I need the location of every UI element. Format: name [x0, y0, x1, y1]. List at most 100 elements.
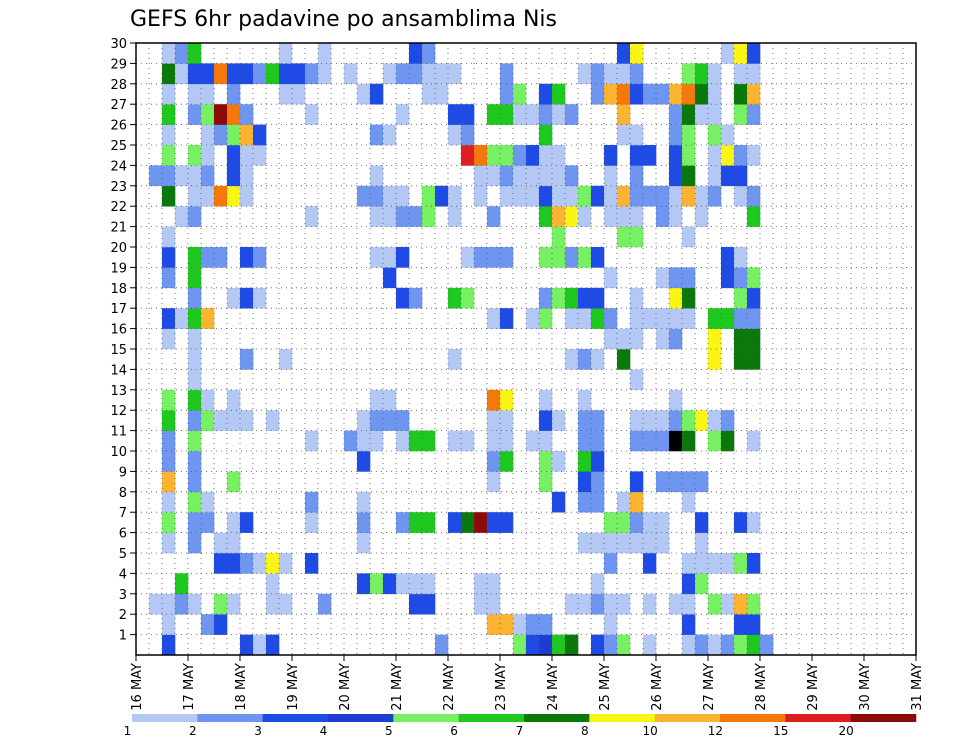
y-tick-label: 22	[110, 200, 127, 215]
heatmap-cell	[227, 532, 241, 554]
legend-swatch	[524, 714, 590, 722]
heatmap-cell	[617, 83, 631, 105]
y-tick-label: 7	[119, 506, 127, 521]
heatmap-cell	[734, 634, 748, 656]
heatmap-cell	[552, 226, 566, 248]
x-axis: 16 MAY 17 MAY 18 MAY 19 MAY 20 MAY 21 MAY 22 M…	[130, 655, 925, 711]
heatmap-cell	[240, 104, 254, 125]
heatmap-cell	[734, 63, 748, 85]
y-tick-label: 11	[110, 425, 127, 440]
legend-swatch	[720, 714, 786, 722]
heatmap-cell	[162, 593, 176, 615]
heatmap-cell	[448, 430, 462, 452]
heatmap-cell	[734, 308, 748, 329]
heatmap-cell	[383, 410, 397, 431]
heatmap-cell	[487, 247, 501, 268]
heatmap-cell	[279, 83, 293, 105]
heatmap-cell	[682, 410, 696, 431]
heatmap-cell	[240, 165, 254, 187]
heatmap-cell	[240, 349, 254, 370]
heatmap-cell	[188, 43, 202, 64]
x-tick-label: 29 MAY	[806, 663, 821, 711]
heatmap-cell	[162, 634, 176, 656]
heatmap-cell	[448, 512, 462, 533]
y-tick-label: 15	[110, 343, 127, 358]
heatmap-cell	[604, 267, 618, 289]
heatmap-cell	[760, 634, 774, 656]
y-tick-label: 28	[110, 78, 127, 93]
heatmap-cell	[357, 491, 371, 513]
heatmap-cell	[669, 471, 683, 493]
heatmap-cell	[487, 145, 501, 166]
heatmap-cell	[630, 532, 644, 554]
y-tick-label: 30	[110, 37, 127, 52]
y-tick-label: 26	[110, 119, 127, 134]
heatmap-cell	[669, 389, 683, 411]
heatmap-cell	[305, 430, 319, 452]
heatmap-cell	[487, 512, 501, 533]
heatmap-cell	[227, 165, 241, 187]
heatmap-cell	[318, 63, 332, 85]
heatmap-cell	[630, 471, 644, 493]
heatmap-cell	[591, 593, 605, 615]
heatmap-cell	[630, 226, 644, 248]
heatmap-cell	[188, 349, 202, 370]
heatmap-cell	[721, 247, 735, 268]
heatmap-cell	[500, 308, 514, 329]
heatmap-cell	[539, 308, 553, 329]
heatmap-cell	[175, 165, 189, 187]
heatmap-cell	[201, 185, 215, 207]
heatmap-cell	[591, 83, 605, 105]
heatmap-cell	[214, 553, 228, 574]
heatmap-cell	[539, 430, 553, 452]
heatmap-cell	[396, 573, 410, 595]
heatmap-cell	[578, 349, 592, 370]
heatmap-cell	[708, 634, 722, 656]
heatmap-cell	[227, 553, 241, 574]
heatmap-cell	[669, 593, 683, 615]
heatmap-cell	[305, 63, 319, 85]
heatmap-cell	[175, 573, 189, 595]
heatmap-cell	[682, 553, 696, 574]
heatmap-cell	[552, 145, 566, 166]
heatmap-cell	[357, 185, 371, 207]
heatmap-cell	[656, 206, 670, 227]
chart-title: GEFS 6hr padavine po ansamblima Nis	[130, 7, 557, 32]
heatmap-cell	[708, 185, 722, 207]
heatmap-cell	[682, 614, 696, 635]
heatmap-cell	[227, 124, 241, 146]
heatmap-cell	[201, 389, 215, 411]
heatmap-cell	[188, 512, 202, 533]
heatmap-cell	[695, 206, 709, 227]
heatmap-cell	[162, 145, 176, 166]
heatmap-cell	[461, 145, 475, 166]
heatmap-cell	[422, 512, 436, 533]
y-tick-label: 23	[110, 180, 127, 195]
heatmap-cell	[643, 512, 657, 533]
heatmap-cell	[188, 185, 202, 207]
heatmap-cell	[747, 206, 761, 227]
heatmap-cell	[396, 410, 410, 431]
heatmap-cell	[474, 573, 488, 595]
heatmap-cell	[357, 410, 371, 431]
heatmap-cell	[565, 349, 579, 370]
heatmap-cell	[240, 634, 254, 656]
heatmap-cell	[175, 43, 189, 64]
heatmap-cell	[669, 430, 683, 452]
heatmap-cell	[357, 573, 371, 595]
heatmap-cell	[188, 430, 202, 452]
heatmap-cell	[617, 63, 631, 85]
heatmap-cell	[487, 308, 501, 329]
heatmap-cell	[604, 83, 618, 105]
heatmap-cell	[188, 410, 202, 431]
legend-swatch	[262, 714, 329, 722]
heatmap-cell	[448, 206, 462, 227]
heatmap-cell	[656, 83, 670, 105]
heatmap-cell	[669, 410, 683, 431]
legend-swatch	[458, 714, 525, 722]
heatmap-cell	[175, 308, 189, 329]
heatmap-cell	[643, 145, 657, 166]
heatmap-cell	[539, 206, 553, 227]
heatmap-cell	[682, 573, 696, 595]
heatmap-cell	[422, 63, 436, 85]
